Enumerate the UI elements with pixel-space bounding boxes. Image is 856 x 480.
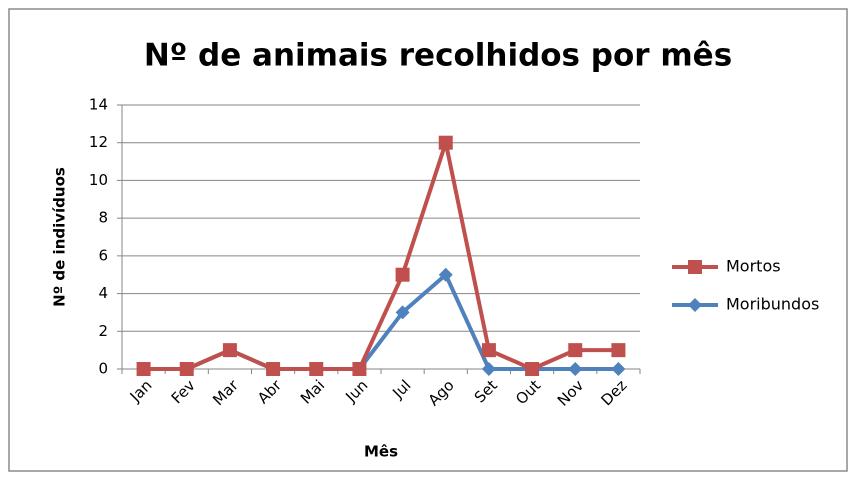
marker [266,362,281,376]
marker [688,298,702,312]
y-axis-label: Nº de indivíduos [51,167,69,307]
marker [222,343,237,358]
marker [352,362,367,376]
y-tick-label: 10 [89,171,108,189]
y-tick-label: 6 [98,246,108,264]
y-tick-label: 12 [89,133,108,151]
marker [688,260,702,274]
legend-label: Mortos [726,257,781,276]
y-tick-label: 2 [98,322,108,340]
marker [438,267,453,282]
marker [438,135,453,150]
series-line [143,140,619,371]
x-axis-label: Mês [364,443,398,461]
y-tick-label: 0 [98,360,108,378]
marker [481,343,496,358]
marker [136,362,151,376]
legend-label: Moribundos [726,295,819,314]
marker [525,362,540,376]
marker [395,267,410,282]
marker [611,343,626,358]
y-tick-label: 8 [98,209,108,227]
marker [611,362,626,376]
marker [179,362,194,376]
marker [309,362,324,376]
chart-border [8,8,848,472]
marker [568,343,583,358]
marker [568,362,583,376]
chart-title: Nº de animais recolhidos por mês [144,38,732,74]
y-tick-label: 14 [89,96,108,114]
y-tick-label: 4 [98,284,108,302]
marker [481,362,496,376]
marker [395,305,410,320]
